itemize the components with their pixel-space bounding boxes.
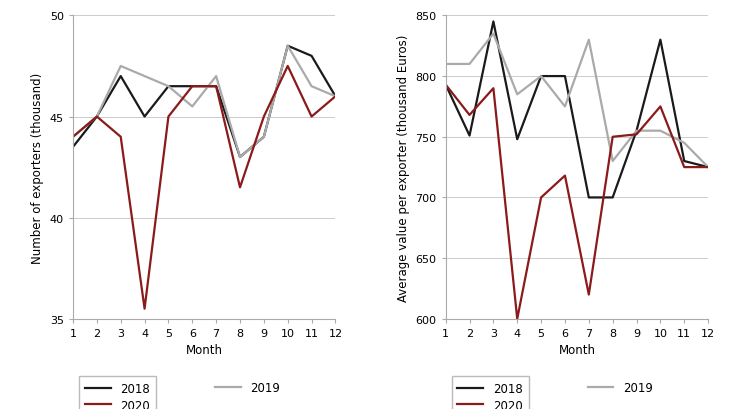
Y-axis label: Number of exporters (thousand): Number of exporters (thousand) bbox=[31, 72, 45, 263]
Legend: 2019: 2019 bbox=[210, 376, 285, 399]
Legend: 2019: 2019 bbox=[583, 376, 658, 399]
X-axis label: Month: Month bbox=[558, 344, 596, 357]
Y-axis label: Average value per exporter (thousand Euros): Average value per exporter (thousand Eur… bbox=[397, 34, 410, 301]
X-axis label: Month: Month bbox=[185, 344, 223, 357]
